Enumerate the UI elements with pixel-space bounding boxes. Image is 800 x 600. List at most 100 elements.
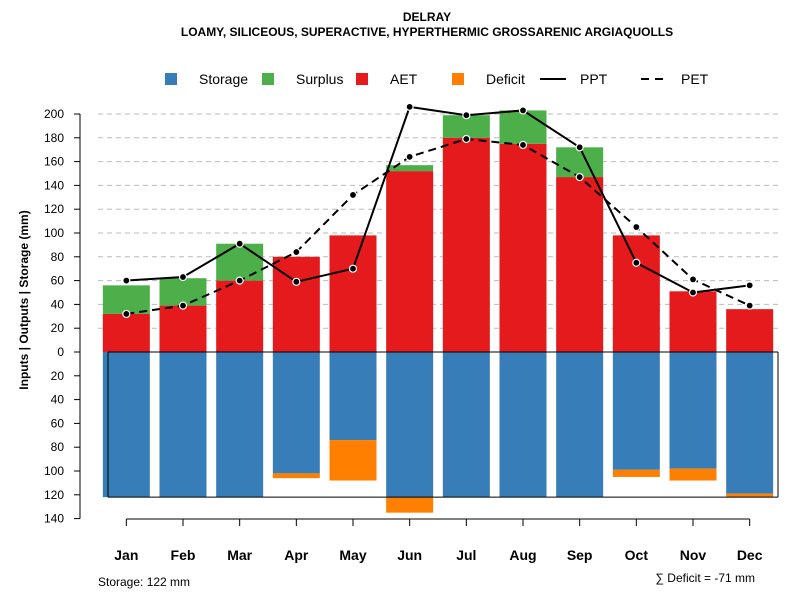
ppt-point — [348, 264, 358, 273]
x-tick-label: Feb — [171, 547, 196, 563]
bar-aet — [669, 291, 717, 352]
x-tick-label: Dec — [737, 547, 763, 563]
pet-point — [575, 172, 584, 182]
bar-storage — [386, 352, 434, 498]
legend-label: AET — [390, 71, 418, 87]
y-tick-label: 80 — [51, 440, 65, 454]
bar-surplus — [102, 285, 150, 314]
legend-swatch — [356, 73, 368, 85]
ppt-point — [518, 106, 528, 115]
x-tick-label: Nov — [680, 547, 707, 563]
legend-label: PPT — [580, 71, 608, 87]
ppt-point — [462, 111, 471, 120]
y-tick-label: 120 — [44, 488, 64, 502]
y-tick-label: 60 — [51, 274, 65, 288]
y-axis-label: Inputs | Outputs | Storage (mm) — [17, 210, 31, 389]
y-tick-label: 80 — [51, 250, 65, 264]
bar-surplus — [442, 115, 490, 138]
y-tick-label: 0 — [57, 345, 64, 359]
bar-storage — [442, 352, 490, 498]
bar-aet — [216, 280, 264, 352]
ppt-point — [292, 277, 301, 286]
y-tick-label: 100 — [44, 464, 64, 478]
pet-point — [405, 152, 414, 161]
bar-storage — [499, 352, 547, 498]
pet-point — [632, 222, 641, 232]
x-tick-label: Aug — [509, 547, 536, 563]
legend: Storage Surplus AET Deficit PPT PET — [165, 71, 709, 87]
pet-point — [518, 140, 528, 150]
legend-label: Surplus — [296, 71, 343, 87]
bar-surplus — [556, 147, 604, 178]
bar-storage — [556, 352, 604, 498]
x-tick-label: Sep — [567, 547, 593, 563]
bar-storage — [102, 352, 150, 498]
y-tick-label: 140 — [44, 178, 64, 192]
legend-swatch — [452, 73, 464, 85]
pet-point — [348, 190, 358, 200]
pet-line — [126, 137, 751, 315]
pet-point — [745, 301, 754, 310]
bar-deficit — [726, 493, 774, 498]
bar-aet — [442, 137, 490, 352]
bar-storage — [216, 352, 264, 498]
y-tick-label: 40 — [51, 393, 65, 407]
ppt-point — [122, 276, 131, 285]
bar-aet — [556, 177, 604, 352]
bar-aet — [386, 171, 434, 352]
y-tick-label: 100 — [44, 226, 64, 240]
bar-aet — [499, 143, 547, 352]
pet-point — [178, 301, 188, 310]
legend-label: PET — [681, 71, 709, 87]
y-tick-label: 20 — [51, 369, 65, 383]
bar-deficit — [272, 473, 320, 479]
pet-point — [235, 276, 244, 285]
x-tick-label: Oct — [625, 547, 649, 563]
bar-storage — [329, 352, 377, 441]
ppt-point — [745, 281, 754, 290]
series-lines — [122, 102, 754, 319]
x-tick-label: Jan — [114, 547, 138, 563]
bar-deficit — [386, 497, 434, 513]
bar-aet — [159, 305, 207, 352]
x-tick-label: Mar — [227, 547, 252, 563]
bar-aet — [329, 235, 377, 352]
ppt-point — [178, 272, 188, 282]
ppt-point — [235, 239, 244, 248]
x-tick-label: Jul — [456, 547, 476, 563]
ppt-point — [575, 143, 584, 152]
legend-label: Storage — [199, 71, 248, 87]
bar-surplus — [499, 110, 547, 144]
bar-deficit — [612, 469, 660, 477]
pet-point — [122, 309, 131, 319]
ppt-point — [405, 102, 414, 111]
bar-deficit — [329, 440, 377, 481]
x-tick-label: Jun — [397, 547, 422, 563]
axes: 2001801601401201008060402002040608010012… — [44, 107, 763, 563]
x-tick-label: Apr — [284, 547, 309, 563]
y-tick-label: 40 — [51, 297, 65, 311]
storage-note: Storage: 122 mm — [98, 575, 190, 589]
deficit-note: ∑ Deficit = -71 mm — [655, 571, 755, 585]
bar-aet — [726, 309, 774, 352]
y-tick-label: 160 — [44, 155, 64, 169]
y-tick-label: 140 — [44, 512, 64, 526]
ppt-point — [632, 258, 641, 267]
bars — [102, 110, 779, 513]
bar-aet — [272, 256, 320, 352]
ppt-point — [688, 288, 698, 297]
legend-label: Deficit — [486, 71, 525, 87]
y-tick-label: 20 — [51, 321, 65, 335]
pet-point — [688, 275, 698, 284]
bar-storage — [726, 352, 774, 494]
pet-point — [292, 247, 301, 257]
chart-subtitle: LOAMY, SILICEOUS, SUPERACTIVE, HYPERTHER… — [181, 25, 673, 39]
x-tick-label: May — [339, 547, 366, 563]
y-tick-label: 200 — [44, 107, 64, 121]
bar-surplus — [216, 243, 264, 281]
bar-surplus — [159, 278, 207, 306]
legend-swatch — [262, 73, 274, 85]
ppt-line — [126, 105, 750, 294]
bar-storage — [272, 352, 320, 474]
pet-point — [462, 134, 471, 144]
